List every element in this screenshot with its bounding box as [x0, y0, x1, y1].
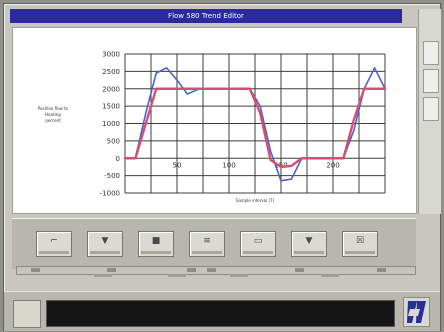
- record-icon: ▭: [253, 236, 263, 246]
- x-tick-label: 100: [222, 161, 235, 169]
- slider-marker[interactable]: [31, 268, 40, 272]
- slider-marker[interactable]: [107, 268, 116, 272]
- y-tick-label: 3000: [102, 51, 120, 59]
- trend-chart-panel: 3000 2500 2000 1500 1000 500 0 -500 -1000 50 100 15…: [12, 27, 417, 214]
- y-tick-label: 2500: [102, 68, 120, 76]
- y-tick-label: 1000: [102, 120, 120, 128]
- y-axis-label-line: Positive flow to: [38, 106, 69, 111]
- main-toolbar: ⌐ ▼ ■ ≡ ▭ ▼ ☒: [12, 218, 416, 269]
- record-button[interactable]: ▭: [240, 231, 276, 257]
- slider-marker[interactable]: [377, 268, 386, 272]
- y-tick-label: 0: [116, 155, 120, 163]
- down-icon: ▼: [101, 236, 109, 246]
- status-button[interactable]: [13, 300, 41, 328]
- x-tick-label: 200: [326, 161, 339, 169]
- trend-chart: 3000 2500 2000 1500 1000 500 0 -500 -1000 50 100 15…: [38, 51, 387, 203]
- right-sidebar: [418, 9, 441, 214]
- insert-icon: ⌐: [50, 236, 58, 246]
- chart-grid: [124, 53, 386, 194]
- status-area: [4, 291, 440, 331]
- move-button[interactable]: ■: [138, 231, 174, 257]
- clear-icon: ☒: [355, 236, 365, 246]
- sort-icon: ▼: [305, 236, 313, 246]
- x-axis-label: Sample interval (T): [236, 198, 275, 203]
- y-tick-label: 2000: [102, 85, 120, 93]
- clear-button[interactable]: ☒: [342, 231, 378, 257]
- slider-marker[interactable]: [295, 268, 304, 272]
- application-window: Flow 580 Trend Editor 3000 2500 2000 1500 10…: [3, 3, 441, 331]
- sidebar-tab[interactable]: [423, 41, 439, 65]
- window-title: Flow 580 Trend Editor: [10, 9, 402, 23]
- y-tick-label: 500: [107, 137, 120, 145]
- y-tick-label: -1000: [100, 190, 120, 198]
- message-display: [46, 300, 395, 327]
- y-tick-label: -500: [104, 172, 120, 180]
- y-tick-label: 1500: [102, 103, 120, 111]
- brand-logo: [403, 297, 430, 327]
- sidebar-tab[interactable]: [423, 97, 439, 121]
- y-axis-label-line: percent: [45, 118, 61, 123]
- y-axis-label-line: Heating: [45, 112, 61, 117]
- down-button[interactable]: ▼: [87, 231, 123, 257]
- insert-button[interactable]: ⌐: [36, 231, 72, 257]
- logo-icon: [407, 301, 426, 323]
- x-tick-label: 50: [173, 161, 182, 169]
- move-icon: ■: [151, 236, 161, 246]
- sidebar-tab[interactable]: [423, 69, 439, 93]
- scale-button[interactable]: ≡: [189, 231, 225, 257]
- x-tick-label: 150: [274, 161, 287, 169]
- slider-scale: [16, 274, 414, 280]
- slider-marker[interactable]: [207, 268, 216, 272]
- scale-icon: ≡: [203, 236, 211, 246]
- series-line-red: [123, 87, 387, 169]
- range-slider[interactable]: [16, 266, 416, 275]
- slider-marker[interactable]: [187, 268, 196, 272]
- sort-button[interactable]: ▼: [291, 231, 327, 257]
